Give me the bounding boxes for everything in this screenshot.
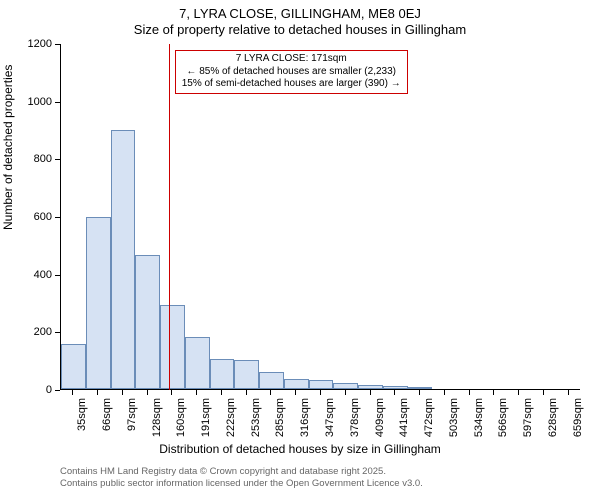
histogram-bar bbox=[309, 380, 334, 389]
y-tick-label: 200 bbox=[0, 326, 52, 338]
y-tick-label: 800 bbox=[0, 153, 52, 165]
annotation-line-3: 15% of semi-detached houses are larger (… bbox=[182, 78, 401, 91]
x-tick-mark bbox=[72, 390, 73, 395]
y-tick-mark bbox=[55, 159, 60, 160]
x-tick-mark bbox=[221, 390, 222, 395]
y-tick-label: 1000 bbox=[0, 96, 52, 108]
x-tick-label: 66sqm bbox=[101, 398, 113, 468]
x-tick-mark bbox=[196, 390, 197, 395]
chart-title-line1: 7, LYRA CLOSE, GILLINGHAM, ME8 0EJ bbox=[0, 6, 600, 21]
x-tick-label: 128sqm bbox=[151, 398, 163, 468]
histogram-bar bbox=[86, 217, 111, 389]
annotation-box: 7 LYRA CLOSE: 171sqm ← 85% of detached h… bbox=[175, 50, 408, 94]
x-tick-label: 285sqm bbox=[274, 398, 286, 468]
x-tick-label: 97sqm bbox=[126, 398, 138, 468]
histogram-bar bbox=[135, 255, 160, 389]
x-tick-mark bbox=[122, 390, 123, 395]
y-tick-label: 1200 bbox=[0, 38, 52, 50]
x-tick-mark bbox=[97, 390, 98, 395]
x-tick-label: 441sqm bbox=[398, 398, 410, 468]
histogram-bar bbox=[111, 130, 136, 390]
histogram-bar bbox=[383, 386, 408, 389]
histogram-bar bbox=[234, 360, 259, 389]
x-tick-label: 35sqm bbox=[76, 398, 88, 468]
x-tick-mark bbox=[370, 390, 371, 395]
x-tick-mark bbox=[295, 390, 296, 395]
x-tick-mark bbox=[246, 390, 247, 395]
histogram-bar bbox=[210, 359, 235, 389]
x-tick-label: 409sqm bbox=[374, 398, 386, 468]
chart-container: 7, LYRA CLOSE, GILLINGHAM, ME8 0EJ Size … bbox=[0, 0, 600, 500]
x-tick-label: 503sqm bbox=[448, 398, 460, 468]
y-tick-label: 400 bbox=[0, 269, 52, 281]
x-tick-label: 347sqm bbox=[324, 398, 336, 468]
x-tick-mark bbox=[171, 390, 172, 395]
histogram-bar bbox=[358, 385, 383, 389]
x-tick-label: 378sqm bbox=[349, 398, 361, 468]
x-tick-label: 659sqm bbox=[572, 398, 584, 468]
y-tick-mark bbox=[55, 217, 60, 218]
plot-area: 7 LYRA CLOSE: 171sqm ← 85% of detached h… bbox=[60, 44, 580, 390]
x-tick-label: 472sqm bbox=[423, 398, 435, 468]
x-tick-label: 222sqm bbox=[225, 398, 237, 468]
x-tick-mark bbox=[568, 390, 569, 395]
y-tick-mark bbox=[55, 102, 60, 103]
histogram-bar bbox=[160, 305, 185, 389]
annotation-line-2: ← 85% of detached houses are smaller (2,… bbox=[182, 66, 401, 79]
x-tick-label: 628sqm bbox=[547, 398, 559, 468]
x-tick-label: 253sqm bbox=[250, 398, 262, 468]
y-tick-label: 600 bbox=[0, 211, 52, 223]
x-tick-mark bbox=[543, 390, 544, 395]
x-tick-mark bbox=[469, 390, 470, 395]
y-tick-mark bbox=[55, 44, 60, 45]
x-tick-label: 191sqm bbox=[200, 398, 212, 468]
annotation-line-1: 7 LYRA CLOSE: 171sqm bbox=[182, 53, 401, 66]
histogram-bar bbox=[259, 372, 284, 389]
x-tick-mark bbox=[518, 390, 519, 395]
x-tick-mark bbox=[345, 390, 346, 395]
x-tick-mark bbox=[270, 390, 271, 395]
y-tick-mark bbox=[55, 390, 60, 391]
x-tick-label: 566sqm bbox=[497, 398, 509, 468]
marker-line bbox=[169, 44, 170, 390]
x-tick-mark bbox=[147, 390, 148, 395]
x-tick-mark bbox=[493, 390, 494, 395]
x-tick-label: 316sqm bbox=[299, 398, 311, 468]
x-tick-label: 597sqm bbox=[522, 398, 534, 468]
x-tick-mark bbox=[419, 390, 420, 395]
y-tick-label: 0 bbox=[0, 384, 52, 396]
histogram-bar bbox=[61, 344, 86, 389]
x-tick-mark bbox=[394, 390, 395, 395]
x-tick-label: 534sqm bbox=[473, 398, 485, 468]
histogram-bar bbox=[408, 387, 433, 389]
histogram-bar bbox=[333, 383, 358, 389]
x-tick-mark bbox=[444, 390, 445, 395]
y-axis-label: Number of detached properties bbox=[1, 65, 15, 230]
y-tick-mark bbox=[55, 275, 60, 276]
x-tick-label: 160sqm bbox=[175, 398, 187, 468]
footer-line-2: Contains public sector information licen… bbox=[60, 478, 423, 489]
histogram-bar bbox=[284, 379, 309, 389]
histogram-bar bbox=[185, 337, 210, 389]
x-tick-mark bbox=[320, 390, 321, 395]
chart-title-line2: Size of property relative to detached ho… bbox=[0, 22, 600, 37]
y-tick-mark bbox=[55, 332, 60, 333]
